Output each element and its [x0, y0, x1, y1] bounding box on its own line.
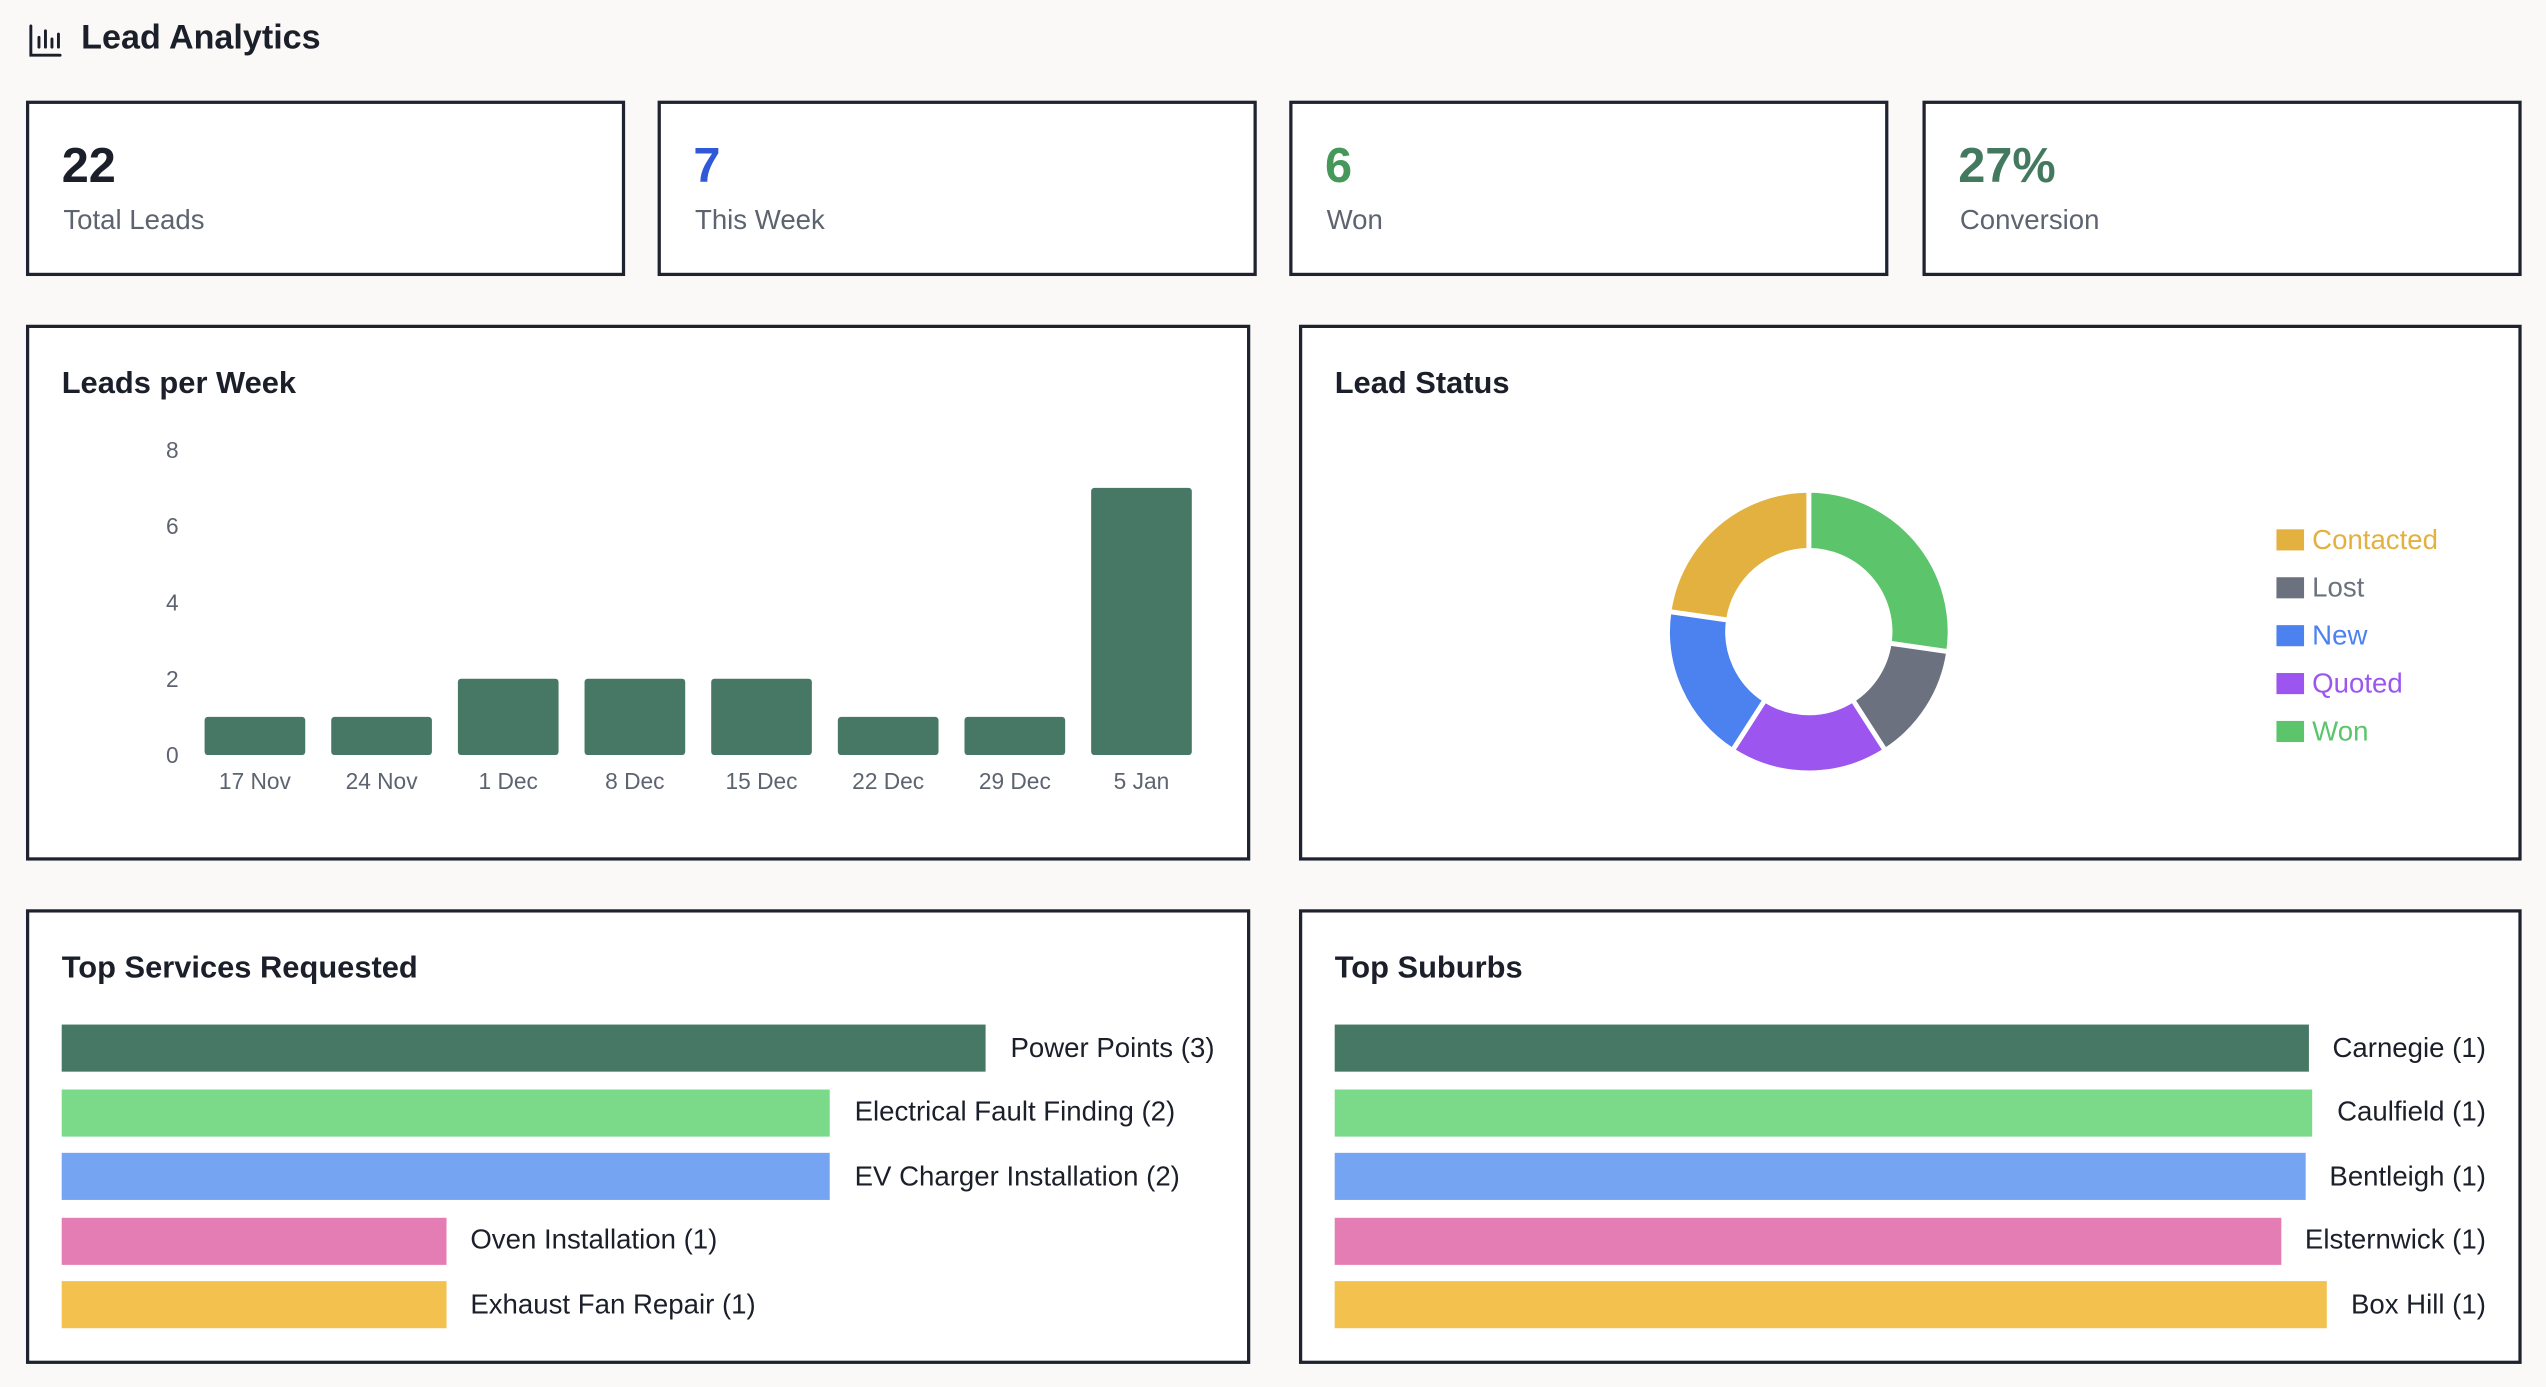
bar-label: Carnegie (1)	[2332, 1031, 2486, 1063]
legend-label: Lost	[2312, 572, 2364, 603]
donut-chart: Contacted Lost New Quoted Won	[1665, 487, 2438, 776]
bar	[331, 716, 432, 756]
bar-label: Bentleigh (1)	[2329, 1160, 2486, 1191]
legend-label: Contacted	[2312, 524, 2438, 555]
donut-slice	[1806, 487, 1953, 655]
y-tick-label: 0	[166, 742, 179, 768]
stat-label: Won	[1326, 204, 1383, 236]
x-tick-label: 22 Dec	[852, 768, 924, 794]
stat-card: 6 Won	[1289, 100, 1889, 277]
bar-label: Exhaust Fan Repair (1)	[470, 1288, 756, 1320]
x-tick-label: 17 Nov	[219, 768, 292, 794]
bar-list: Power Points (3) Electrical Fault Finding…	[61, 1024, 1215, 1346]
bar-label: Power Points (3)	[1010, 1031, 1215, 1063]
legend-swatch	[2276, 625, 2305, 647]
bar-row: Power Points (3)	[61, 1024, 1215, 1072]
bar-label: Elsternwick (1)	[2304, 1224, 2486, 1256]
stat-card: 7 This Week	[657, 100, 1257, 277]
chart-card: Carnegie (1) Caulfield (1) Bentleigh (1) El…	[1298, 909, 2522, 1364]
donut-slice	[1666, 487, 1812, 623]
x-tick-label: 5 Jan	[1114, 768, 1170, 794]
x-tick-label: 15 Dec	[726, 768, 798, 794]
bar	[61, 1281, 446, 1329]
stat-label: This Week	[694, 204, 825, 236]
bar	[61, 1088, 831, 1136]
stat-value: 7	[693, 139, 721, 194]
bar	[204, 716, 306, 756]
bar	[1334, 1088, 2313, 1136]
x-tick-label: 1 Dec	[479, 768, 538, 794]
bar-row: Bentleigh (1)	[1334, 1152, 2486, 1200]
bar-label: Box Hill (1)	[2350, 1288, 2486, 1320]
bar-row: Electrical Fault Finding (2)	[61, 1088, 1215, 1136]
legend-swatch	[2276, 673, 2305, 695]
bar	[61, 1152, 831, 1200]
stat-value: 22	[61, 139, 116, 194]
stat-label: Total Leads	[63, 204, 205, 236]
legend-label: Won	[2312, 715, 2368, 746]
bar-row: Caulfield (1)	[1334, 1088, 2486, 1136]
bar	[1334, 1281, 2327, 1329]
chart-card: 0 2 4 6 8 17 Nov 24 Nov 1 Dec 8 Dec 15 Dec 22 Dec 2…	[25, 324, 1251, 861]
stat-card: 22 Total Leads	[25, 100, 626, 277]
bar-label: Electrical Fault Finding (2)	[854, 1096, 1176, 1127]
analytics-icon	[29, 24, 62, 57]
bar	[711, 678, 812, 756]
bar	[457, 678, 559, 756]
stat-label: Conversion	[1959, 204, 2100, 236]
bar-row: Elsternwick (1)	[1334, 1216, 2486, 1265]
stat-value: 6	[1324, 139, 1353, 194]
chart-title: Top Suburbs	[1334, 951, 1523, 986]
y-tick-label: 4	[166, 590, 179, 616]
legend-label: Quoted	[2312, 668, 2403, 699]
chart-card: Contacted Lost New Quoted Won Lead Status	[1298, 324, 2522, 861]
y-tick-label: 8	[166, 437, 179, 463]
x-tick-label: 29 Dec	[979, 768, 1051, 794]
page-title: Lead Analytics	[81, 19, 321, 57]
bar	[61, 1216, 446, 1265]
bar-row: EV Charger Installation (2)	[61, 1152, 1215, 1200]
stat-value: 27%	[1958, 139, 2056, 194]
chart-title: Top Services Requested	[61, 951, 418, 986]
bar	[1334, 1216, 2281, 1265]
bar-row: Exhaust Fan Repair (1)	[61, 1281, 1215, 1329]
stat-card: 27% Conversion	[1922, 100, 2522, 277]
x-tick-label: 24 Nov	[346, 768, 419, 794]
bar-chart: 0 2 4 6 8 17 Nov 24 Nov 1 Dec 8 Dec 15 Dec 22 Dec 2…	[166, 437, 1192, 794]
legend-swatch	[2276, 720, 2305, 743]
chart-title: Lead Status	[1334, 366, 1510, 402]
x-tick-label: 8 Dec	[605, 768, 664, 794]
y-tick-label: 6	[166, 513, 179, 539]
legend-swatch	[2276, 529, 2305, 551]
bar-row: Oven Installation (1)	[61, 1216, 1215, 1265]
bar	[1091, 487, 1192, 756]
bar	[1334, 1024, 2309, 1072]
bar-label: Oven Installation (1)	[470, 1224, 718, 1256]
bar	[61, 1024, 987, 1072]
bar	[964, 716, 1066, 756]
bar-label: Caulfield (1)	[2337, 1096, 2486, 1127]
bar-label: EV Charger Installation (2)	[854, 1160, 1180, 1191]
bar	[1334, 1152, 2306, 1200]
bar-row: Carnegie (1)	[1334, 1024, 2486, 1072]
legend-swatch	[2276, 577, 2305, 599]
y-tick-label: 2	[166, 666, 179, 692]
legend-label: New	[2312, 620, 2367, 651]
bar-list: Carnegie (1) Caulfield (1) Bentleigh (1) El…	[1334, 1024, 2486, 1346]
bar	[584, 678, 686, 756]
chart-title: Leads per Week	[61, 366, 297, 402]
bar-row: Box Hill (1)	[1334, 1281, 2486, 1329]
bar	[837, 716, 939, 756]
chart-card: Power Points (3) Electrical Fault Finding…	[25, 909, 1251, 1364]
